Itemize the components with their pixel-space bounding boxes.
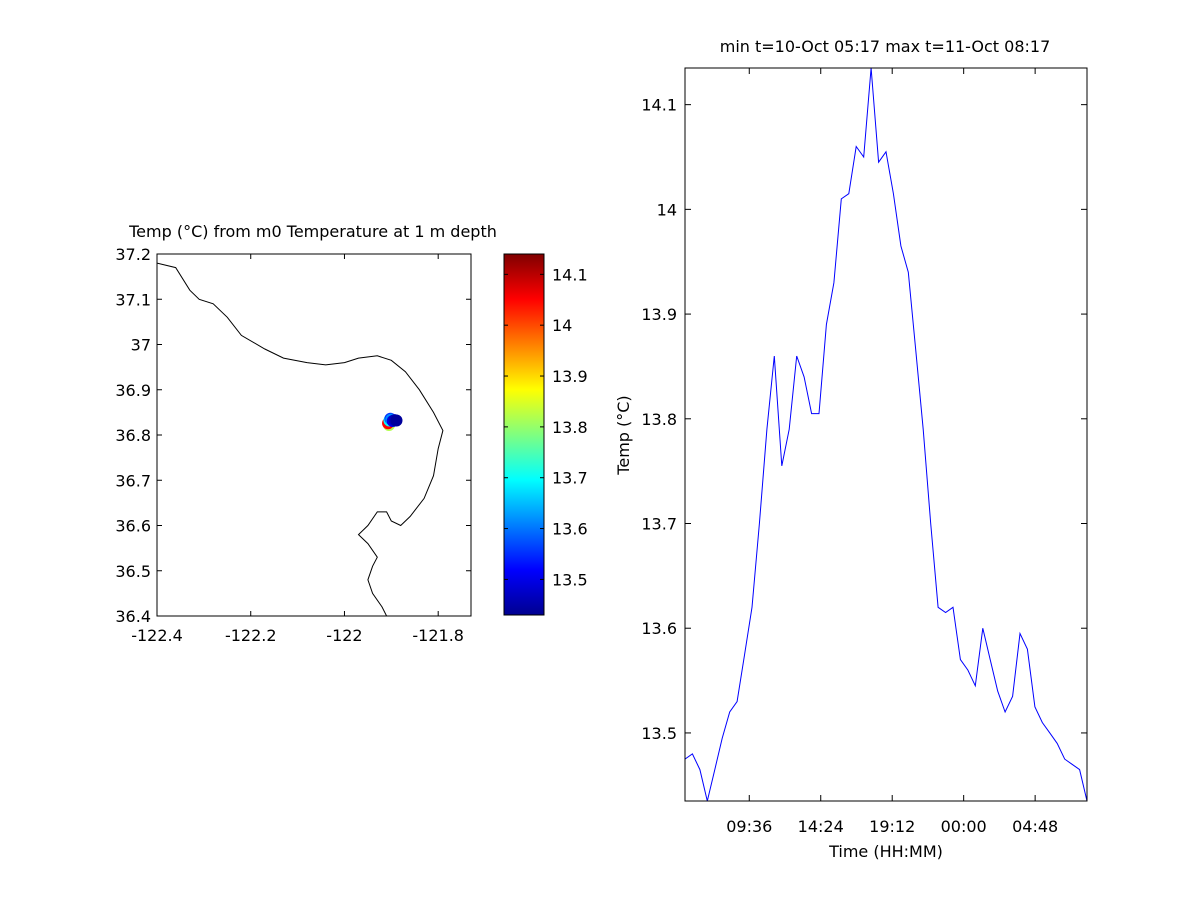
colorbar-frame	[503, 253, 545, 616]
colorbar-tick-label: 13.6	[552, 520, 588, 539]
timeseries-x-tick-label: 09:36	[726, 817, 772, 836]
colorbar-tick-label: 14.1	[552, 265, 588, 284]
map-axes-frame	[156, 253, 472, 617]
colorbar-tick-label: 13.5	[552, 570, 588, 589]
colorbar-gradient	[504, 254, 544, 615]
colorbar-ticks: 13.5 13.6 13.7 13.8 13.9 14 14.1	[504, 265, 588, 589]
timeseries-y-tick-label: 14	[657, 200, 677, 219]
timeseries-panel: min t=10-Oct 05:17 max t=11-Oct 08:17 09…	[614, 37, 1088, 861]
map-y-tick-label: 36.9	[115, 381, 151, 400]
map-y-tick-label: 36.4	[115, 607, 151, 626]
timeseries-title: min t=10-Oct 05:17 max t=11-Oct 08:17	[720, 37, 1051, 56]
map-x-tick-label: -121.8	[412, 626, 464, 645]
map-y-tick-label: 36.8	[115, 426, 151, 445]
map-y-ticks: 36.4 36.5 36.6 36.7 36.8 36.9 37 37.1 37.2	[115, 245, 471, 626]
map-x-ticks: -122.4 -122.2 -122 -121.8	[131, 254, 464, 645]
map-panel: Temp (°C) from m0 Temperature at 1 m dep…	[115, 222, 497, 645]
timeseries-y-tick-label: 13.7	[641, 515, 677, 534]
timeseries-y-ticks: 13.5 13.6 13.7 13.8 13.9 14 14.1	[641, 96, 1087, 743]
map-title: Temp (°C) from m0 Temperature at 1 m dep…	[128, 222, 497, 241]
temperature-points	[382, 412, 403, 432]
temperature-series-line	[685, 68, 1087, 801]
colorbar-tick-label: 13.9	[552, 367, 588, 386]
timeseries-y-tick-label: 14.1	[641, 96, 677, 115]
timeseries-y-tick-label: 13.5	[641, 724, 677, 743]
map-y-tick-label: 36.5	[115, 562, 151, 581]
timeseries-x-label: Time (HH:MM)	[828, 842, 943, 861]
timeseries-y-label: Temp (°C)	[614, 395, 633, 475]
map-y-tick-label: 37.1	[115, 290, 151, 309]
map-x-tick-label: -122.2	[225, 626, 277, 645]
map-x-tick-label: -122.4	[131, 626, 183, 645]
timeseries-x-tick-label: 04:48	[1012, 817, 1058, 836]
map-x-tick-label: -122	[326, 626, 362, 645]
map-y-tick-label: 36.6	[115, 517, 151, 536]
temperature-point-8	[390, 414, 403, 427]
map-y-tick-label: 37.2	[115, 245, 151, 264]
timeseries-y-tick-label: 13.9	[641, 305, 677, 324]
map-y-tick-label: 36.7	[115, 471, 151, 490]
colorbar: 13.5 13.6 13.7 13.8 13.9 14 14.1	[503, 253, 588, 616]
colorbar-tick-label: 13.8	[552, 418, 588, 437]
timeseries-x-tick-label: 14:24	[798, 817, 844, 836]
coastline	[157, 262, 444, 616]
colorbar-tick-label: 13.7	[552, 469, 588, 488]
timeseries-y-tick-label: 13.8	[641, 410, 677, 429]
map-y-tick-label: 37	[131, 336, 151, 355]
timeseries-x-tick-label: 19:12	[869, 817, 915, 836]
timeseries-axes-frame	[684, 67, 1088, 802]
timeseries-y-tick-label: 13.6	[641, 619, 677, 638]
timeseries-x-ticks: 09:36 14:24 19:12 00:00 04:48	[726, 68, 1058, 836]
timeseries-x-tick-label: 00:00	[941, 817, 987, 836]
colorbar-tick-label: 14	[552, 316, 572, 335]
